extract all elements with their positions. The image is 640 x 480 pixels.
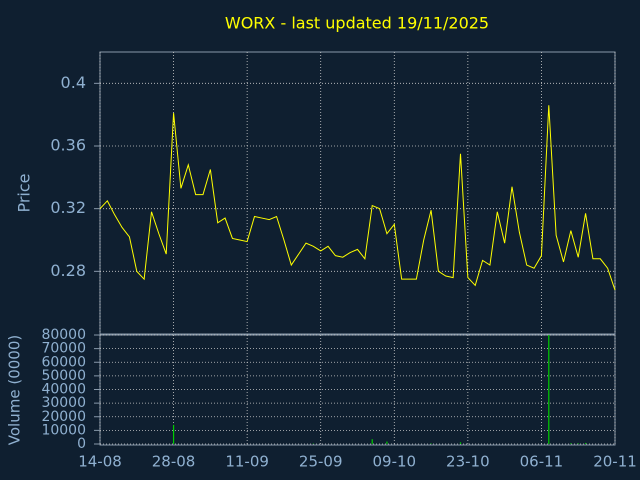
volume-bar [577, 443, 579, 444]
x-tick-label: 25-09 [299, 453, 343, 471]
y-tick-label: 60000 [41, 354, 86, 370]
y-tick-label: 0.36 [50, 136, 86, 155]
y-axis-label: Price [15, 173, 34, 212]
x-tick-label: 20-11 [593, 453, 637, 471]
y-tick-label: 0.32 [50, 198, 86, 217]
y-tick-label: 40000 [41, 382, 86, 398]
x-tick-label: 23-10 [446, 453, 490, 471]
chart-title: WORX - last updated 19/11/2025 [225, 14, 489, 33]
y-tick-label: 20000 [41, 409, 86, 425]
x-tick-label: 28-08 [152, 453, 196, 471]
x-tick-label: 06-11 [520, 453, 564, 471]
y-tick-label: 10000 [41, 422, 86, 438]
x-tick-label: 14-08 [78, 453, 122, 471]
y-tick-label: 30000 [41, 395, 86, 411]
volume-bar [386, 441, 388, 444]
y-tick-label: 50000 [41, 368, 86, 384]
volume-bar [584, 442, 587, 444]
price-line [99, 105, 616, 291]
volume-frame [99, 334, 616, 446]
y-tick-label: 70000 [41, 341, 86, 357]
y-tick-label: 0 [77, 436, 86, 452]
y-tick-label: 0.28 [50, 261, 86, 280]
volume-bar [570, 443, 572, 444]
volume-bar [459, 442, 462, 444]
price-frame [99, 51, 616, 335]
x-tick-label: 11-09 [225, 453, 269, 471]
volume-bar [548, 335, 550, 444]
x-tick-label: 09-10 [372, 453, 416, 471]
volume-bar [371, 439, 373, 444]
volume-bar [172, 424, 175, 444]
y-tick-label: 0.4 [61, 73, 86, 92]
volume-bar [430, 443, 432, 444]
y-axis-label: Volume (0000) [6, 335, 24, 445]
y-tick-label: 80000 [41, 327, 86, 343]
